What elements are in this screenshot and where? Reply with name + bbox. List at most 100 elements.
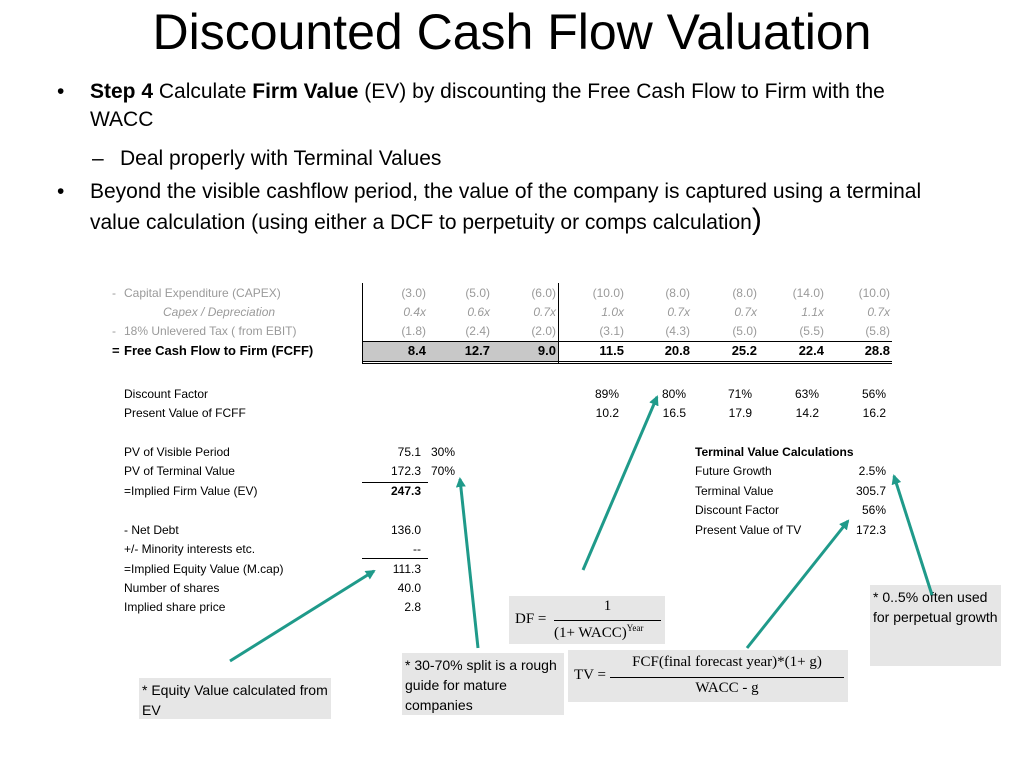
bullet-text: Calculate [153, 80, 253, 103]
valuation-value: 40.0 [397, 581, 421, 595]
cell-value: (5.0) [732, 324, 757, 338]
arrow-discount [581, 395, 659, 571]
valuation-label: Number of shares [124, 581, 220, 595]
cell-value: 1.1x [801, 305, 824, 319]
arrow-growth [891, 474, 934, 596]
row-label: Capex / Depreciation [163, 305, 276, 319]
divider [362, 482, 428, 483]
step-label: Step 4 [90, 80, 154, 103]
cell-value: (1.8) [401, 324, 426, 338]
pv-fcff-label: Present Value of FCFF [124, 406, 246, 420]
cell-value: 0.7x [667, 305, 690, 319]
cell-value: 0.7x [867, 305, 890, 319]
terminal-heading: Terminal Value Calculations [695, 445, 854, 459]
cell-value: 8.4 [407, 343, 426, 358]
discount-factor-value: 56% [861, 387, 886, 401]
row-label: Free Cash Flow to Firm (FCFF) [124, 343, 314, 358]
closing-paren: ) [751, 203, 762, 236]
cell-value: (2.4) [465, 324, 490, 338]
row-label: Capital Expenditure (CAPEX) [124, 286, 281, 300]
cell-value: (6.0) [531, 286, 556, 300]
terminal-value: 305.7 [855, 484, 886, 498]
cell-value: (10.0) [592, 286, 624, 300]
terminal-value: 172.3 [855, 523, 886, 537]
valuation-value: 247.3 [390, 484, 421, 498]
cell-value: (5.8) [865, 324, 890, 338]
cell-value: (5.5) [799, 324, 824, 338]
cell-value: 1.0x [601, 305, 624, 319]
tv-lhs: TV = [574, 667, 606, 683]
arrow-split [455, 477, 480, 649]
cell-value: 11.5 [599, 343, 624, 358]
cell-value: 0.7x [533, 305, 556, 319]
df-exponent: Year [626, 623, 644, 633]
sub-bullet-dash: – [92, 147, 104, 170]
bullet-dot: • [57, 80, 65, 103]
terminal-label: Present Value of TV [695, 523, 802, 537]
slide-title: Discounted Cash Flow Valuation [152, 4, 872, 60]
cell-value: 20.8 [664, 343, 690, 358]
valuation-value: 172.3 [390, 464, 421, 478]
valuation-label: +/- Minority interests etc. [124, 542, 256, 556]
column-separator [558, 283, 559, 363]
fcff-bottom-line [362, 361, 892, 362]
cell-value: 12.7 [464, 343, 490, 358]
row-prefix: = [112, 343, 120, 358]
fcff-top-line [362, 341, 892, 342]
valuation-label: PV of Visible Period [124, 445, 230, 459]
cell-value: 0.6x [467, 305, 490, 319]
cell-value: (8.0) [665, 286, 690, 300]
column-separator [362, 283, 363, 363]
discount-factor-value: 80% [661, 387, 686, 401]
note-growth: * 0..5% often used for perpetual growth [870, 585, 1001, 666]
fcff-shade [362, 342, 558, 361]
valuation-value: 136.0 [390, 523, 421, 537]
tv-formula: TV = FCF(final forecast year)*(1+ g) WAC… [568, 650, 848, 702]
pv-fcff-value: 16.5 [662, 406, 686, 420]
bullet-terminal: • Beyond the visible cashflow period, th… [57, 178, 970, 237]
cell-value: (2.0) [531, 324, 556, 338]
note-split: * 30-70% split is a rough guide for matu… [402, 653, 564, 715]
discount-factor-value: 89% [594, 387, 619, 401]
arrow-tv [745, 519, 850, 649]
bullet-step4: • Step 4 Calculate Firm Value (EV) by di… [57, 78, 930, 134]
sub-bullet-text: Deal properly with Terminal Values [120, 147, 442, 170]
df-fraction-line [554, 620, 661, 621]
pv-fcff-value: 17.9 [728, 406, 752, 420]
arrow-equity [229, 569, 376, 663]
cell-value: (14.0) [792, 286, 824, 300]
valuation-pct: 30% [431, 445, 456, 459]
cell-value: (3.1) [599, 324, 624, 338]
valuation-label: Implied share price [124, 600, 226, 614]
pv-fcff-value: 10.2 [595, 406, 619, 420]
valuation-label: PV of Terminal Value [124, 464, 235, 478]
divider [362, 558, 428, 559]
cell-value: (3.0) [401, 286, 426, 300]
cell-value: (5.0) [465, 286, 490, 300]
bullet-text: (EV) by discounting the Free Cash Flow t… [90, 80, 885, 131]
sub-bullet-terminal: – Deal properly with Terminal Values [92, 145, 820, 173]
cell-value: 9.0 [537, 343, 556, 358]
discount-factor-value: 63% [794, 387, 819, 401]
df-lhs: DF = [515, 611, 547, 627]
discount-factor-value: 71% [727, 387, 752, 401]
tv-fraction-line [610, 677, 844, 678]
tv-numerator: FCF(final forecast year)*(1+ g) [632, 654, 822, 670]
valuation-pct: 70% [431, 464, 456, 478]
note-equity-value: * Equity Value calculated from EV [139, 678, 331, 719]
valuation-value: -- [413, 542, 421, 556]
terminal-label: Future Growth [695, 464, 772, 478]
terminal-label: Discount Factor [695, 503, 780, 517]
discount-factor-label: Discount Factor [124, 387, 209, 401]
df-formula: DF = 1 (1+ WACC)Year [509, 596, 665, 644]
valuation-label: - Net Debt [124, 523, 179, 537]
df-numerator: 1 [603, 598, 612, 614]
fcff-bottom-line [362, 363, 892, 364]
valuation-label: =Implied Firm Value (EV) [124, 484, 258, 498]
cell-value: (4.3) [665, 324, 690, 338]
pv-fcff-value: 16.2 [862, 406, 886, 420]
valuation-label: =Implied Equity Value (M.cap) [124, 562, 284, 576]
row-label: 18% Unlevered Tax ( from EBIT) [124, 324, 297, 338]
cell-value: 0.7x [734, 305, 757, 319]
